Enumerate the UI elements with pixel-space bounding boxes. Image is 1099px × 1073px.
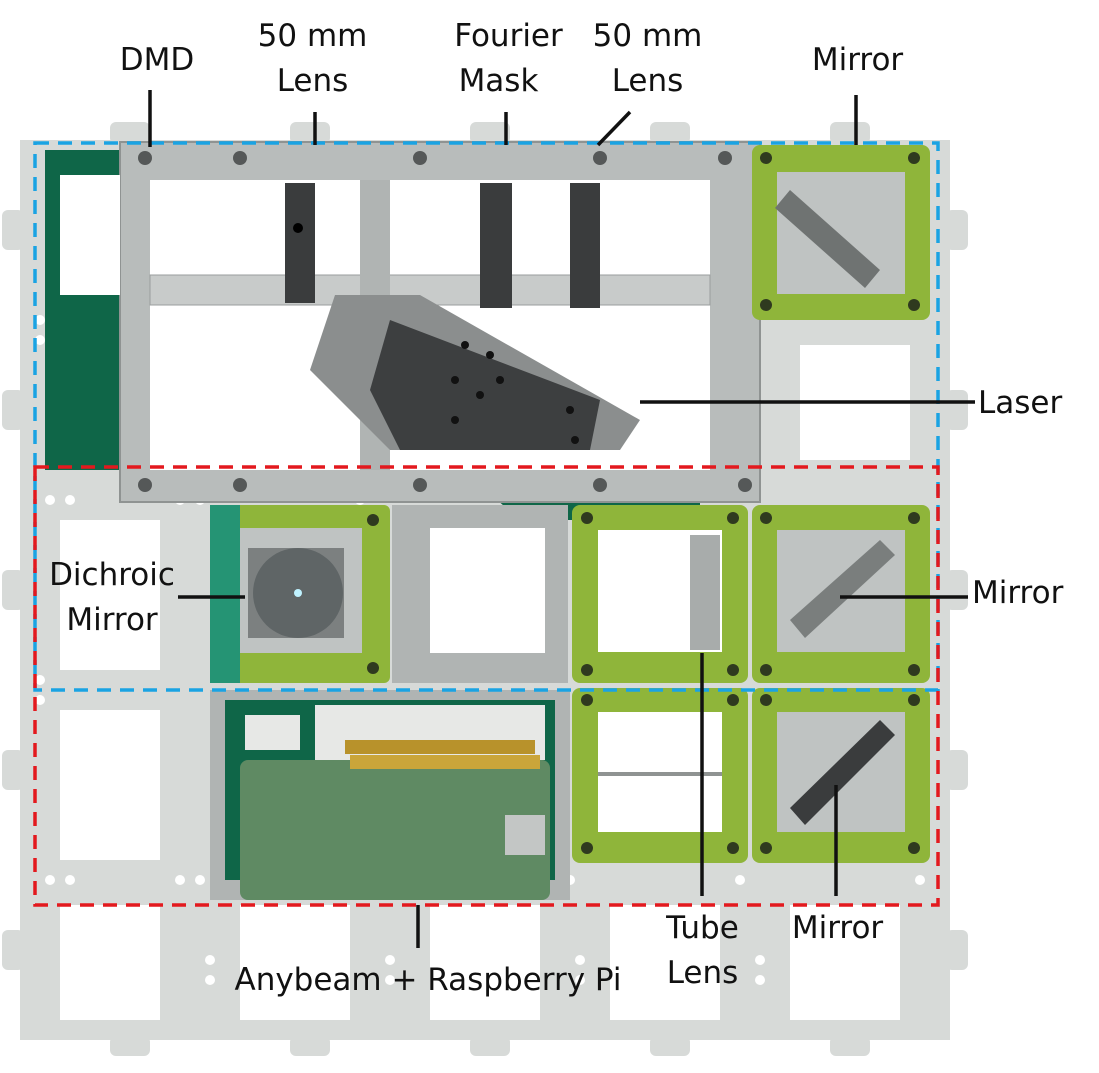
left-window	[60, 175, 120, 295]
label-laser: Laser	[978, 385, 1063, 421]
label-mirror-bottom: Mirror	[791, 910, 884, 946]
dichroic-cube	[210, 505, 390, 683]
laser-body	[310, 295, 640, 450]
middle-window	[430, 528, 545, 653]
leader-lines	[148, 90, 975, 948]
lens1-dot	[293, 223, 303, 233]
label-fourier-mask-line1: Fourier	[454, 18, 563, 54]
label-50mm-lens-2-line2: Lens	[611, 63, 684, 99]
mirror-cube-bottom	[752, 688, 930, 863]
label-50mm-lens-2-line1: 50 mm	[592, 18, 703, 54]
anybeam-assembly	[210, 690, 570, 900]
mirror-cube-top	[752, 145, 930, 320]
label-mirror-right: Mirror	[972, 575, 1064, 611]
label-fourier-mask-line2: Mask	[458, 63, 539, 99]
red-dashed-region	[33, 465, 940, 907]
label-tube-lens-line1: Tube	[666, 910, 739, 946]
label-50mm-lens-1-line2: Lens	[276, 63, 349, 99]
label-dmd: DMD	[119, 42, 195, 78]
label-mirror-top: Mirror	[811, 42, 904, 78]
tube-lens-cube-lower	[572, 688, 748, 863]
mirror-cube-right	[752, 505, 930, 683]
label-dichroic-mirror-line1: Dichroic	[49, 557, 175, 593]
lens2-post	[570, 183, 600, 308]
tube-lens-cube	[572, 505, 748, 683]
label-dichroic-mirror-line2: Mirror	[66, 602, 158, 638]
label-anybeam-raspberry-pi: Anybeam + Raspberry Pi	[234, 962, 622, 998]
fourier-mask-post	[480, 183, 512, 308]
blue-dashed-region	[33, 141, 940, 692]
lens1-post	[285, 183, 315, 303]
leader-lens2	[596, 110, 632, 147]
label-50mm-lens-1-line1: 50 mm	[257, 18, 368, 54]
optical-posts	[285, 183, 600, 308]
label-tube-lens-line2: Lens	[666, 955, 739, 991]
plate-tabs	[2, 122, 968, 1056]
rail-screws	[138, 151, 752, 492]
